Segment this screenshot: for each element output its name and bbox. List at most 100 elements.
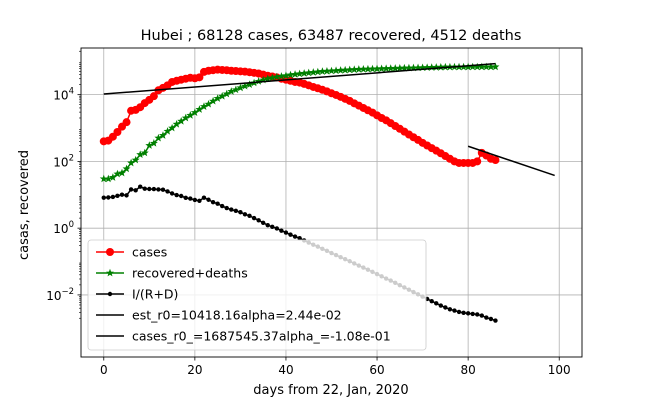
y-tick-base: 10 <box>53 89 68 103</box>
data-point <box>118 168 126 177</box>
data-point <box>163 127 172 135</box>
y-tick-base: 10 <box>53 222 68 236</box>
data-point <box>400 63 409 72</box>
data-point <box>432 63 441 71</box>
data-point <box>332 66 341 75</box>
data-point <box>438 303 444 308</box>
data-point <box>418 63 427 72</box>
data-point <box>215 201 220 206</box>
data-point <box>434 301 439 306</box>
data-point <box>354 65 363 73</box>
series-3 <box>103 62 496 95</box>
chart-title: Hubei ; 68128 cases, 63487 recovered, 45… <box>141 28 522 44</box>
data-point <box>210 199 216 205</box>
data-point <box>151 186 157 192</box>
legend-label: recovered+deaths <box>132 266 248 281</box>
data-point <box>423 63 432 71</box>
data-point <box>283 230 289 235</box>
data-point <box>359 64 368 73</box>
data-point <box>263 74 272 83</box>
data-point <box>404 63 413 72</box>
legend-entry: est_r0=10418.16alpha=2.44e-02 <box>96 308 342 323</box>
y-tick-base: 10 <box>46 289 61 303</box>
data-point <box>345 65 354 74</box>
legend-entry: I/(R+D) <box>96 287 178 302</box>
data-point <box>131 155 140 164</box>
data-point <box>477 62 486 71</box>
data-point <box>429 298 434 304</box>
legend-box <box>87 239 427 351</box>
data-point <box>254 77 263 85</box>
data-point <box>300 69 309 77</box>
data-point <box>363 64 372 73</box>
data-point <box>443 305 448 310</box>
data-point <box>195 73 204 82</box>
series-4 <box>467 145 555 177</box>
data-point <box>382 64 391 72</box>
data-point <box>149 139 158 147</box>
data-point <box>475 312 480 317</box>
data-point <box>295 69 304 78</box>
data-point <box>147 186 152 192</box>
data-point <box>272 72 281 81</box>
x-tick-label: 20 <box>187 363 202 377</box>
data-point <box>350 65 359 73</box>
legend-label: cases <box>132 245 167 260</box>
data-point <box>265 222 270 228</box>
data-point <box>174 192 179 198</box>
y-tick-exponent: −2 <box>61 287 74 297</box>
data-point <box>106 195 111 200</box>
series-line <box>467 145 555 177</box>
data-point <box>231 85 240 94</box>
data-point <box>461 310 466 316</box>
data-point <box>227 87 236 95</box>
data-point <box>441 62 450 71</box>
data-point <box>288 232 293 237</box>
data-point <box>368 64 377 73</box>
data-point <box>260 220 266 225</box>
data-point <box>468 62 477 71</box>
legend-entry: cases_r0_=1687545.37alpha_=-1.08e-01 <box>96 329 391 344</box>
legend-label: est_r0=10418.16alpha=2.44e-02 <box>132 308 342 323</box>
data-point <box>447 307 453 312</box>
data-point <box>464 62 473 71</box>
data-point <box>470 311 475 317</box>
data-point <box>341 65 350 74</box>
data-point <box>222 89 231 98</box>
data-point <box>186 111 195 119</box>
data-point <box>277 72 286 80</box>
data-point <box>209 96 218 105</box>
x-tick-label: 100 <box>548 363 571 377</box>
data-point <box>256 218 261 223</box>
data-point <box>156 187 161 192</box>
data-point <box>99 174 108 183</box>
data-point <box>219 203 225 209</box>
data-point <box>104 174 113 183</box>
data-point <box>336 66 345 74</box>
data-point <box>206 197 211 202</box>
data-point <box>199 102 208 110</box>
legend-marker <box>107 291 113 297</box>
data-point <box>195 105 204 113</box>
data-point <box>154 133 163 142</box>
data-point <box>149 92 158 101</box>
data-point <box>436 63 445 71</box>
y-tick-label: 10−2 <box>46 287 74 303</box>
data-point <box>291 70 300 78</box>
legend: cases recovered+deaths I/(R+D) est_r0=10418… <box>87 239 427 351</box>
data-point <box>145 141 154 149</box>
x-tick-label: 60 <box>369 363 384 377</box>
data-point <box>113 169 122 178</box>
legend-marker <box>106 268 114 277</box>
y-tick-label: 100 <box>53 220 74 236</box>
data-point <box>142 186 147 191</box>
data-point <box>391 64 400 72</box>
y-tick-exponent: 0 <box>69 220 74 230</box>
data-point <box>224 205 229 211</box>
data-point <box>409 63 418 72</box>
data-point <box>168 123 177 132</box>
data-point <box>268 73 277 82</box>
data-point <box>377 64 386 73</box>
data-point <box>122 118 131 127</box>
